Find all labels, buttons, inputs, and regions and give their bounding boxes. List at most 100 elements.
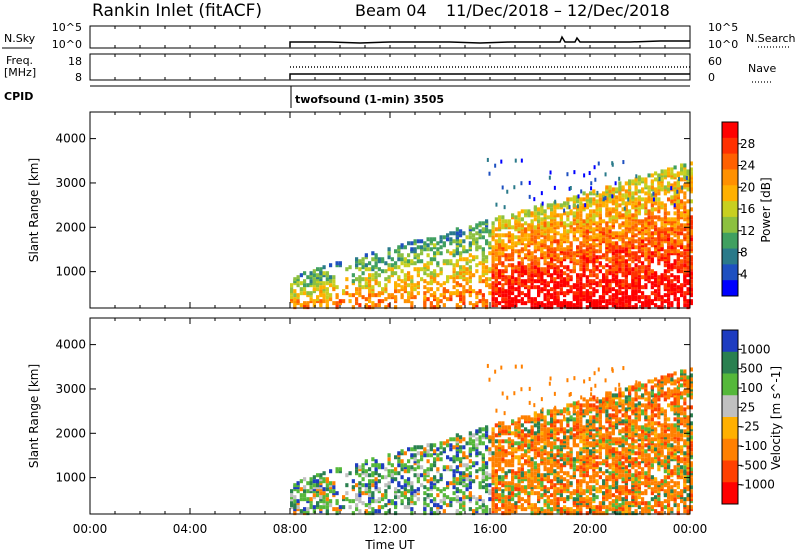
power-cell <box>556 281 560 286</box>
power-cell <box>540 247 544 252</box>
power-cell <box>540 221 544 226</box>
velocity-cell <box>621 391 625 396</box>
velocity-cell <box>569 427 573 432</box>
velocity-cell <box>436 453 440 458</box>
velocity-cell <box>621 455 625 460</box>
velocity-cell <box>540 507 544 512</box>
freq-unit: [MHz] <box>4 66 36 79</box>
power-cell <box>446 275 450 280</box>
power-cell <box>657 197 661 202</box>
velocity-cell <box>579 407 583 412</box>
power-cell <box>628 209 632 214</box>
power-cell <box>618 245 622 250</box>
power-cell <box>624 189 628 194</box>
power-cell <box>433 243 437 248</box>
velocity-cell <box>611 483 615 488</box>
velocity-cell <box>449 503 453 508</box>
power-cell <box>615 219 619 224</box>
power-cell <box>468 259 472 264</box>
velocity-cell <box>325 497 329 502</box>
power-cell <box>559 279 563 284</box>
power-cell <box>590 181 593 186</box>
velocity-cell <box>498 443 502 448</box>
velocity-cell <box>511 469 515 474</box>
power-cell <box>650 291 654 296</box>
power-cell <box>608 279 612 284</box>
velocity-cell <box>442 509 446 514</box>
power-cell <box>303 279 307 284</box>
velocity-cell <box>514 493 518 498</box>
velocity-cell <box>410 497 414 502</box>
velocity-cell <box>602 437 606 442</box>
power-cell <box>494 239 498 244</box>
power-cell <box>423 263 427 268</box>
power-cell <box>689 199 693 204</box>
power-cell <box>579 245 583 250</box>
power-cell <box>423 271 427 276</box>
power-cell <box>604 196 607 201</box>
power-cell <box>498 281 502 286</box>
velocity-cell <box>413 489 417 494</box>
power-cell <box>598 269 602 274</box>
power-cell <box>572 203 576 208</box>
power-cell <box>647 195 651 200</box>
power-cell <box>563 201 567 206</box>
velocity-cell <box>576 417 580 422</box>
power-cell <box>494 227 498 232</box>
power-cell <box>543 267 547 272</box>
velocity-cell <box>533 461 537 466</box>
power-cell <box>641 275 645 280</box>
velocity-cell <box>507 481 511 486</box>
power-cell <box>436 251 440 256</box>
power-cell <box>602 295 606 300</box>
velocity-cell <box>312 509 316 514</box>
power-cell <box>676 279 680 284</box>
power-cell <box>507 219 511 224</box>
power-cell <box>455 303 459 308</box>
power-cell <box>494 283 498 288</box>
power-cell <box>429 301 433 306</box>
power-cell <box>303 301 307 306</box>
power-cell <box>371 305 375 310</box>
velocity-cell <box>452 459 456 464</box>
power-cell <box>514 158 517 163</box>
power-cell <box>673 259 677 264</box>
velocity-cell <box>429 485 433 490</box>
velocity-cell <box>605 439 609 444</box>
power-cell <box>540 267 544 272</box>
velocity-cell <box>553 483 557 488</box>
power-cell <box>290 287 294 292</box>
power-cell <box>543 235 547 240</box>
velocity-cell <box>631 409 635 414</box>
velocity-cell <box>628 455 632 460</box>
velocity-cell <box>446 465 450 470</box>
power-cell <box>355 277 359 282</box>
velocity-cell <box>572 409 576 414</box>
power-cell <box>368 305 372 310</box>
power-cell <box>667 233 671 238</box>
power-cell <box>374 293 378 298</box>
power-cell <box>413 239 417 244</box>
power-cell <box>647 221 651 226</box>
velocity-cell <box>634 439 638 444</box>
velocity-cell <box>618 503 622 508</box>
ytick-label: 4000 <box>55 132 86 146</box>
velocity-cell <box>592 485 596 490</box>
power-cell <box>615 211 619 216</box>
velocity-cell <box>494 451 498 456</box>
power-cell <box>589 197 593 202</box>
power-cell <box>686 265 690 270</box>
velocity-cell <box>368 489 372 494</box>
power-cell <box>543 279 547 284</box>
velocity-cell <box>530 443 534 448</box>
power-cell <box>491 245 495 250</box>
velocity-cell <box>589 475 593 480</box>
power-cell <box>650 185 654 190</box>
power-cell <box>475 245 479 250</box>
velocity-cell <box>371 511 375 516</box>
power-cell <box>465 271 469 276</box>
power-cell <box>299 273 303 278</box>
power-cell <box>673 181 677 186</box>
power-cell <box>472 227 476 232</box>
power-cell <box>481 297 485 302</box>
